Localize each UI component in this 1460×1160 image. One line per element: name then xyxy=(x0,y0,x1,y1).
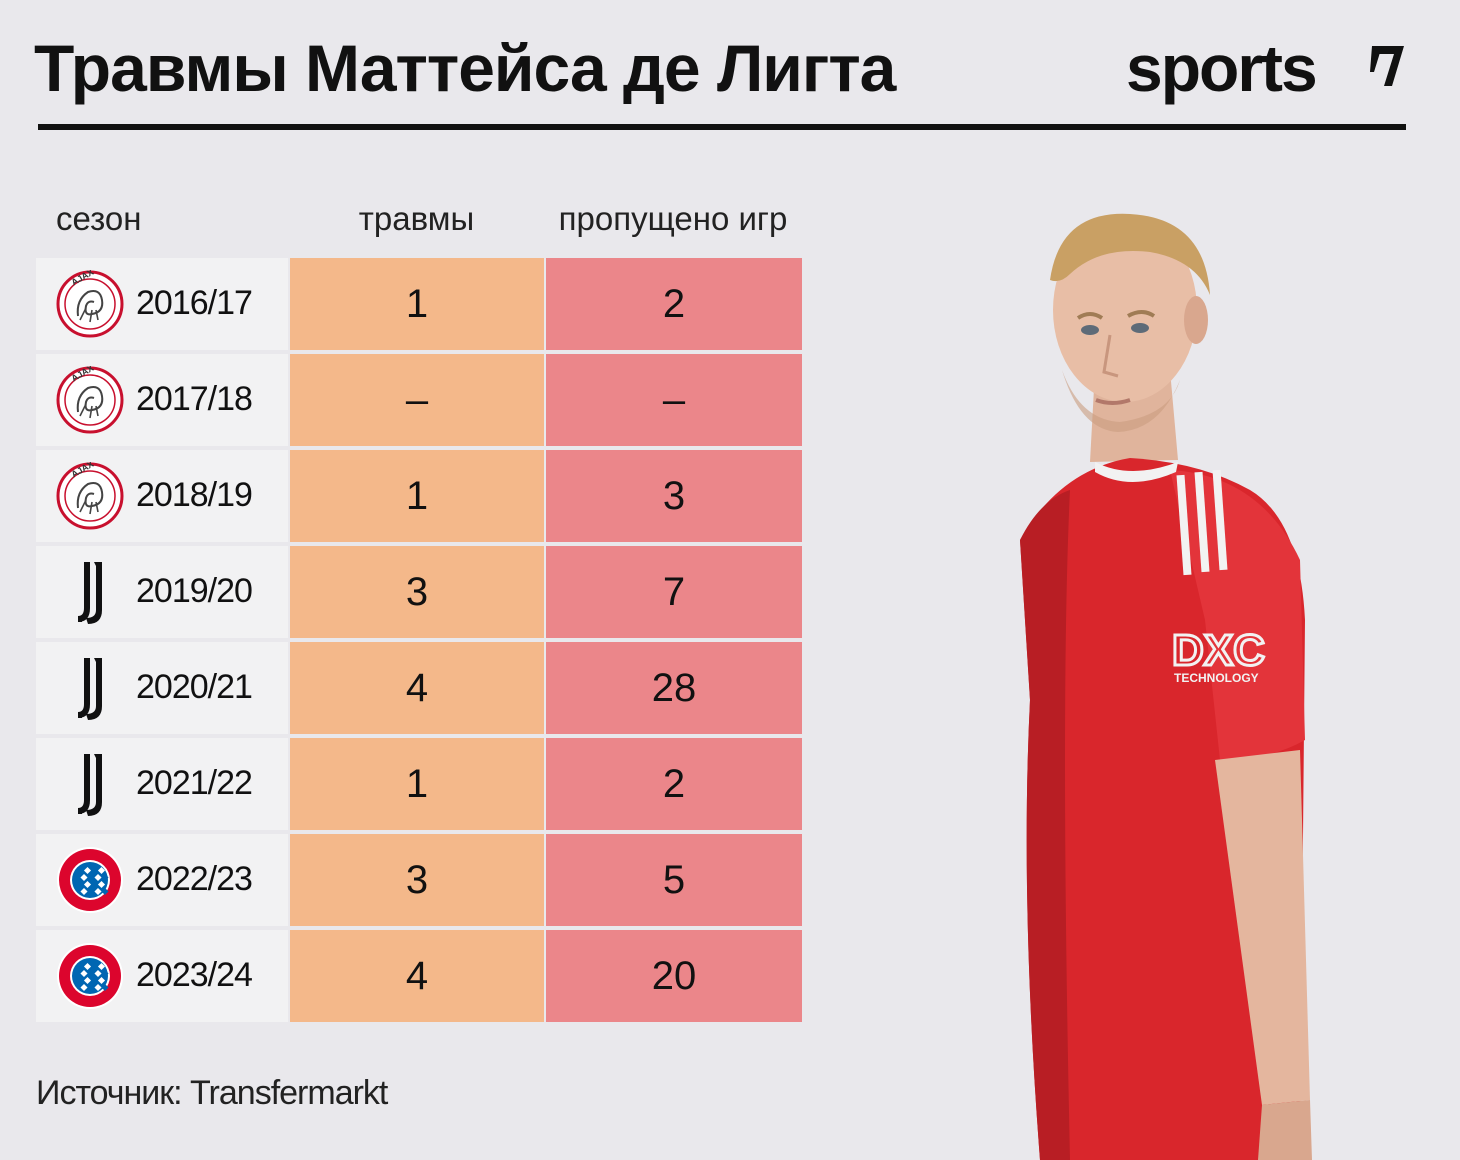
season-cell: 2023/24 xyxy=(36,930,288,1022)
injuries-cell: 3 xyxy=(290,546,544,638)
table-row: 2021/22 1 2 xyxy=(36,738,802,830)
season-label: 2022/23 xyxy=(136,860,253,898)
season-label: 2017/18 xyxy=(136,380,253,418)
header-missed: пропущено игр xyxy=(558,200,788,237)
season-label: 2021/22 xyxy=(136,764,253,802)
juventus-logo-icon xyxy=(78,562,102,624)
injuries-cell: 4 xyxy=(290,930,544,1022)
juventus-logo-icon xyxy=(78,754,102,816)
season-label: 2016/17 xyxy=(136,284,253,322)
injury-table: AJAX 2016/17 1 2 AJAX 2017/18– – AJAX 2018/19 1 3 2… xyxy=(36,258,802,1026)
juventus-logo-icon xyxy=(78,658,102,720)
season-label: 2020/21 xyxy=(136,668,253,706)
season-cell: 2019/20 xyxy=(36,546,288,638)
table-row: 2022/23 3 5 xyxy=(36,834,802,926)
header-season: сезон xyxy=(56,200,142,237)
player-photo: DXC TECHNOLOGY xyxy=(1020,213,1312,1160)
missed-games-cell: 3 xyxy=(546,450,802,542)
injuries-cell: 1 xyxy=(290,738,544,830)
table-row: AJAX 2018/19 1 3 xyxy=(36,450,802,542)
sponsor-sub: TECHNOLOGY xyxy=(1174,671,1259,685)
bayern-logo-icon xyxy=(57,943,123,1009)
season-cell: 2022/23 xyxy=(36,834,288,926)
brand-mark-icon xyxy=(1370,46,1404,86)
table-row: 2023/24 4 20 xyxy=(36,930,802,1022)
missed-games-cell: 2 xyxy=(546,258,802,350)
missed-games-cell: 7 xyxy=(546,546,802,638)
missed-games-cell: 28 xyxy=(546,642,802,734)
table-row: 2019/20 3 7 xyxy=(36,546,802,638)
injuries-cell: – xyxy=(290,354,544,446)
title-divider xyxy=(38,124,1406,130)
season-cell: AJAX 2017/18 xyxy=(36,354,288,446)
injuries-cell: 1 xyxy=(290,258,544,350)
sponsor-text: DXC xyxy=(1172,626,1265,675)
injuries-cell: 3 xyxy=(290,834,544,926)
injuries-cell: 4 xyxy=(290,642,544,734)
missed-games-cell: 5 xyxy=(546,834,802,926)
ajax-logo-icon: AJAX xyxy=(56,462,124,530)
season-cell: AJAX 2016/17 xyxy=(36,258,288,350)
brand-logo: sports xyxy=(1126,31,1318,105)
season-cell: 2020/21 xyxy=(36,642,288,734)
missed-games-cell: 20 xyxy=(546,930,802,1022)
table-row: AJAX 2017/18– – xyxy=(36,354,802,446)
ajax-logo-icon: AJAX xyxy=(56,366,124,434)
missed-games-cell: 2 xyxy=(546,738,802,830)
season-label: 2023/24 xyxy=(136,956,253,994)
missed-games-cell: – xyxy=(546,354,802,446)
ajax-logo-icon: AJAX xyxy=(56,270,124,338)
header-injuries: травмы xyxy=(358,200,475,237)
season-cell: AJAX 2018/19 xyxy=(36,450,288,542)
source-note: Источник: Transfermarkt xyxy=(36,1074,388,1112)
table-row: AJAX 2016/17 1 2 xyxy=(36,258,802,350)
page-title: Травмы Маттейса де Лигта xyxy=(34,31,896,105)
bayern-logo-icon xyxy=(57,847,123,913)
table-row: 2020/21 4 28 xyxy=(36,642,802,734)
injuries-cell: 1 xyxy=(290,450,544,542)
season-label: 2018/19 xyxy=(136,476,253,514)
season-cell: 2021/22 xyxy=(36,738,288,830)
season-label: 2019/20 xyxy=(136,572,253,610)
